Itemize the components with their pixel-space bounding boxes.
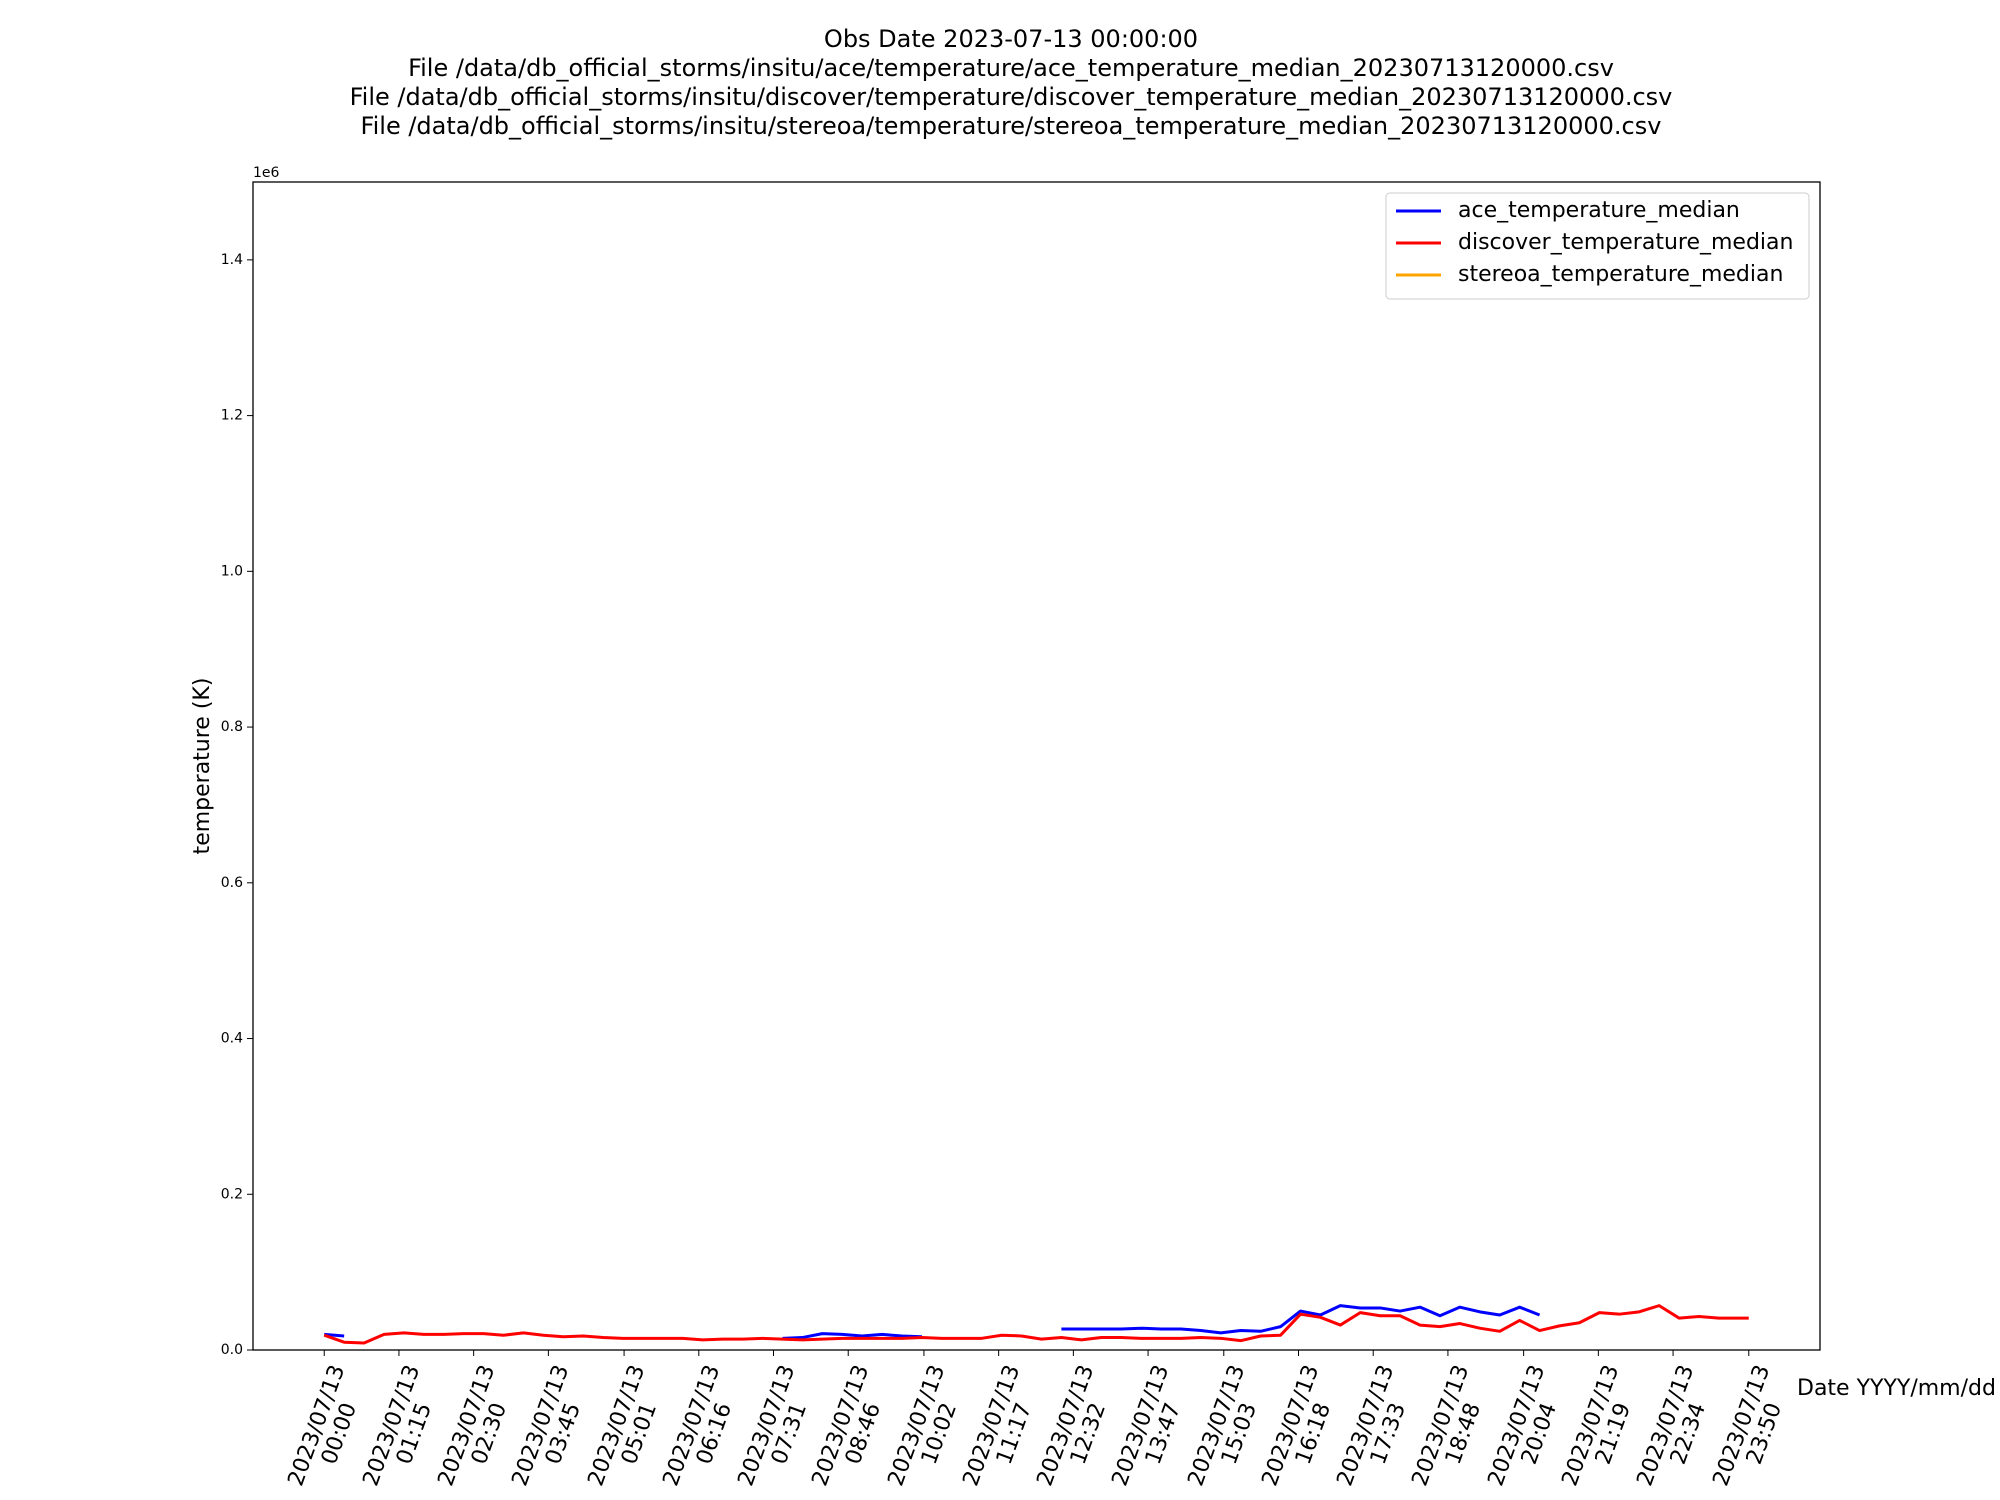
legend-box xyxy=(1385,192,1810,300)
data-line xyxy=(323,1304,1749,1345)
legend: ace_temperature_median discover_temperatu… xyxy=(1385,192,1810,300)
y-tick-label: 0.0 xyxy=(221,1342,243,1358)
plot-frame xyxy=(252,181,1821,1351)
y-tick-label: 0.2 xyxy=(221,1186,243,1202)
chart-title: File /data/db_official_storms/insitu/ste… xyxy=(361,112,1662,140)
y-tick-label: 0.8 xyxy=(221,719,243,735)
data-line xyxy=(324,1304,1541,1340)
y-tick-label: 1.4 xyxy=(221,252,243,268)
y-tick-label: 1.2 xyxy=(221,408,243,424)
legend-label: discover_temperature_median xyxy=(1458,230,1793,255)
y-axis-label: temperature (K) xyxy=(190,678,215,855)
x-axis-label: Date YYYY/mm/dd xyxy=(1797,1376,1996,1401)
y-tick-label: 0.4 xyxy=(221,1031,243,1047)
y-tick-label: 1.0 xyxy=(221,563,243,579)
chart-title: Obs Date 2023-07-13 00:00:00 xyxy=(824,25,1198,53)
chart-title: File /data/db_official_storms/insitu/dis… xyxy=(350,83,1673,111)
y-tick-label: 0.6 xyxy=(221,875,243,891)
legend-label: ace_temperature_median xyxy=(1458,198,1740,223)
chart-title: File /data/db_official_storms/insitu/ace… xyxy=(408,54,1614,82)
legend-label: stereoa_temperature_median xyxy=(1458,262,1783,287)
y-offset-text: 1e6 xyxy=(253,165,280,181)
